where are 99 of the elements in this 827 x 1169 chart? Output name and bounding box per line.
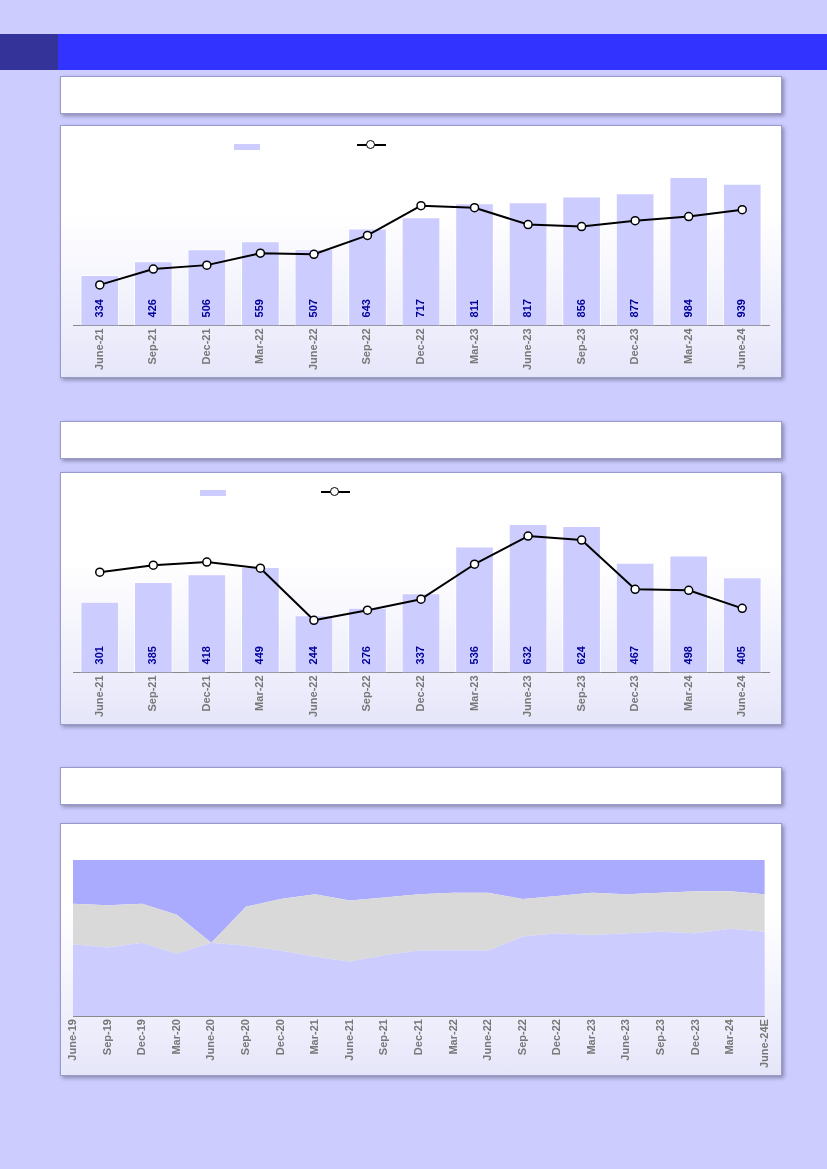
data-label: 301 bbox=[92, 646, 105, 665]
x-tick-label: Sep-23 bbox=[654, 1019, 667, 1056]
x-tick-label: Sep-21 bbox=[377, 1019, 390, 1056]
point bbox=[683, 585, 694, 596]
point bbox=[416, 200, 426, 211]
point bbox=[630, 215, 640, 226]
x-tick-label: Mar-24 bbox=[681, 327, 694, 364]
data-label: 817 bbox=[521, 299, 534, 318]
x-tick-label: Dec-23 bbox=[628, 328, 641, 365]
point bbox=[630, 584, 640, 595]
data-label: 467 bbox=[628, 646, 641, 665]
x-tick-label: Sep-19 bbox=[100, 1019, 113, 1056]
data-label: 507 bbox=[306, 299, 319, 318]
data-label: 717 bbox=[414, 299, 427, 318]
x-tick-label: June-23 bbox=[521, 675, 534, 718]
x-tick-label: June-23 bbox=[619, 1019, 632, 1061]
x-tick-label: June-21 bbox=[92, 675, 105, 718]
x-tick-label: Sep-21 bbox=[146, 675, 159, 712]
x-tick-label: June-20 bbox=[204, 1019, 217, 1061]
x-tick-label: Mar-24 bbox=[723, 1018, 736, 1055]
point bbox=[416, 594, 426, 604]
data-label: 498 bbox=[681, 646, 694, 665]
point bbox=[202, 557, 212, 567]
data-label: 984 bbox=[681, 298, 694, 318]
data-label: 856 bbox=[574, 299, 587, 318]
x-tick-label: Mar-23 bbox=[584, 1019, 597, 1055]
point bbox=[683, 211, 694, 222]
data-label: 877 bbox=[628, 299, 641, 318]
x-tick-label: Sep-20 bbox=[238, 1019, 251, 1056]
x-tick-label: Dec-19 bbox=[135, 1019, 148, 1056]
point bbox=[523, 531, 533, 541]
x-tick-label: Dec-21 bbox=[199, 328, 212, 365]
x-tick-label: Sep-22 bbox=[360, 328, 373, 365]
x-tick-label: June-19 bbox=[66, 1019, 79, 1061]
point bbox=[148, 560, 159, 570]
x-tick-label: Dec-22 bbox=[414, 328, 427, 365]
x-tick-label: Dec-20 bbox=[273, 1019, 286, 1056]
point bbox=[737, 603, 747, 614]
point bbox=[737, 204, 747, 215]
point bbox=[362, 230, 373, 241]
x-tick-label: Dec-22 bbox=[550, 1019, 563, 1056]
x-tick-label: Mar-22 bbox=[253, 675, 266, 711]
x-tick-label: June-22 bbox=[481, 1019, 494, 1061]
x-tick-label: Sep-22 bbox=[515, 1019, 528, 1056]
x-tick-label: Sep-21 bbox=[146, 328, 159, 365]
x-tick-label: Sep-23 bbox=[574, 328, 587, 365]
data-label: 939 bbox=[735, 299, 748, 318]
x-tick-label: June-23 bbox=[521, 328, 534, 371]
data-label: 405 bbox=[735, 646, 748, 665]
x-tick-label: June-22 bbox=[306, 675, 319, 718]
x-tick-label: Dec-21 bbox=[411, 1019, 424, 1056]
point bbox=[148, 264, 159, 274]
x-tick-label: Mar-23 bbox=[467, 675, 480, 711]
x-tick-label: Dec-22 bbox=[414, 675, 427, 712]
x-tick-label: June-24 bbox=[735, 327, 748, 371]
x-tick-label: Mar-22 bbox=[446, 1019, 459, 1055]
point bbox=[523, 219, 533, 230]
data-label: 536 bbox=[467, 646, 480, 665]
point bbox=[576, 221, 587, 232]
x-tick-label: Mar-24 bbox=[681, 674, 694, 711]
point bbox=[469, 202, 480, 213]
data-label: 337 bbox=[414, 646, 427, 665]
x-tick-label: Mar-20 bbox=[169, 1019, 182, 1055]
x-tick-label: Dec-23 bbox=[628, 675, 641, 712]
x-tick-label: June-22 bbox=[306, 328, 319, 371]
data-label: 624 bbox=[574, 645, 587, 665]
x-tick-label: June-21 bbox=[342, 1019, 355, 1061]
x-tick-label: Sep-22 bbox=[360, 675, 373, 712]
data-label: 559 bbox=[253, 299, 266, 318]
x-tick-label: June-24E bbox=[757, 1019, 770, 1069]
data-label: 632 bbox=[521, 646, 534, 665]
data-label: 244 bbox=[306, 645, 319, 665]
point bbox=[255, 248, 266, 258]
point bbox=[95, 567, 105, 577]
x-tick-label: Mar-21 bbox=[308, 1019, 321, 1055]
point bbox=[95, 280, 105, 290]
x-tick-label: Mar-23 bbox=[467, 328, 480, 364]
data-label: 506 bbox=[199, 299, 212, 318]
data-label: 449 bbox=[253, 646, 266, 665]
data-label: 276 bbox=[360, 646, 373, 665]
x-tick-label: June-21 bbox=[92, 328, 105, 371]
data-label: 643 bbox=[360, 299, 373, 318]
x-tick-label: Dec-21 bbox=[199, 675, 212, 712]
point bbox=[362, 605, 373, 615]
data-label: 811 bbox=[467, 299, 480, 318]
x-tick-label: Dec-23 bbox=[688, 1019, 701, 1056]
data-label: 418 bbox=[199, 646, 212, 665]
point bbox=[576, 535, 587, 545]
point bbox=[309, 249, 319, 260]
point bbox=[469, 559, 480, 569]
data-label: 385 bbox=[146, 646, 159, 665]
point bbox=[309, 615, 319, 626]
x-tick-label: Sep-23 bbox=[574, 675, 587, 712]
data-label: 426 bbox=[146, 299, 159, 318]
point bbox=[202, 260, 212, 270]
point bbox=[255, 563, 266, 573]
x-tick-label: Mar-22 bbox=[253, 328, 266, 364]
x-tick-label: June-24 bbox=[735, 674, 748, 718]
data-label: 334 bbox=[92, 298, 105, 318]
